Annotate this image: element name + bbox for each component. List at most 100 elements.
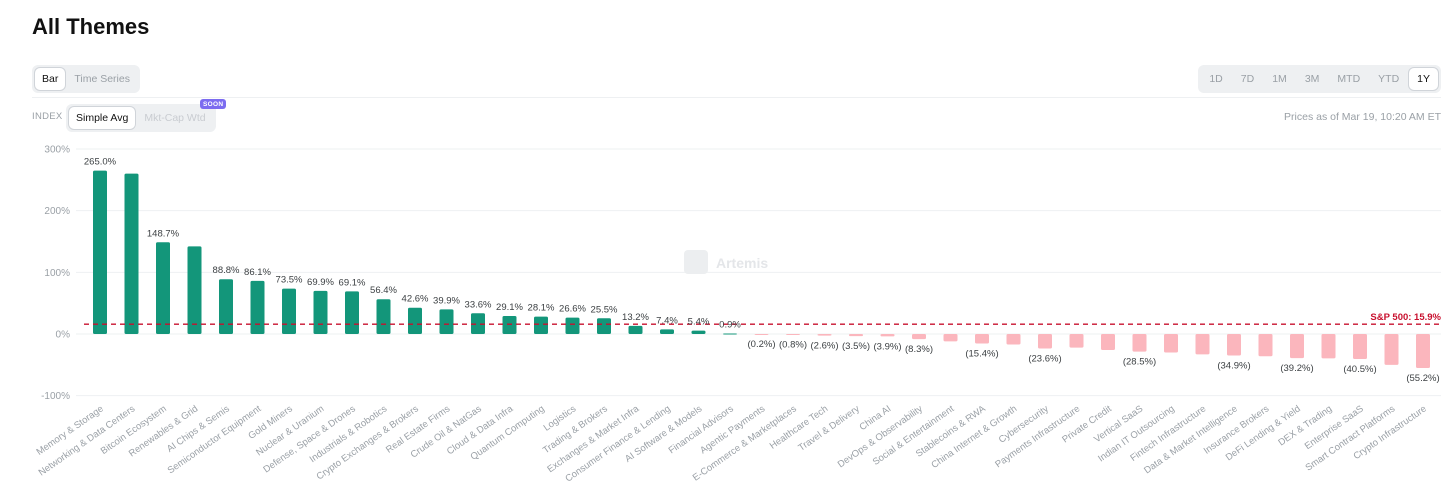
data-label: (0.2%): [748, 339, 776, 350]
bar: [565, 317, 580, 334]
watermark: Artemis: [684, 250, 768, 274]
bar: [912, 334, 926, 340]
data-label: 86.1%: [244, 267, 271, 278]
reference-line-label: S&P 500: 15.9%: [1370, 312, 1441, 323]
index-label: INDEX: [32, 111, 63, 122]
y-tick-label: -100%: [41, 391, 70, 402]
bar: [345, 291, 359, 334]
bar: [1195, 334, 1210, 355]
data-label: (39.2%): [1280, 363, 1313, 374]
header-divider: [32, 97, 1441, 98]
index-toggle: Simple Avg Mkt-Cap Wtd: [66, 104, 216, 132]
data-label: (3.5%): [842, 341, 870, 352]
data-label: 265.0%: [84, 157, 117, 168]
range-3m-tab[interactable]: 3M: [1304, 73, 1320, 85]
data-label: 56.4%: [370, 285, 397, 296]
data-label: 25.5%: [591, 304, 618, 315]
bar: [1290, 334, 1304, 359]
prices-as-of: Prices as of Mar 19, 10:20 AM ET: [1284, 111, 1441, 123]
index-simple-avg-tab[interactable]: Simple Avg: [69, 107, 136, 129]
bar: [660, 329, 674, 334]
bar: [1227, 334, 1241, 356]
bar: [1069, 334, 1084, 348]
bar: [943, 334, 958, 342]
bar: [1101, 334, 1115, 351]
bar: [219, 279, 233, 334]
data-label: 69.1%: [339, 277, 366, 288]
y-tick-label: 300%: [44, 145, 70, 156]
data-label: (2.6%): [811, 341, 839, 352]
data-label: 33.6%: [465, 299, 492, 310]
range-1m-tab[interactable]: 1M: [1272, 73, 1287, 85]
range-toggle: 1D 7D 1M 3M MTD YTD 1Y: [1198, 65, 1441, 93]
bar: [597, 318, 611, 334]
data-label: 7.4%: [656, 315, 678, 326]
view-bar-tab[interactable]: Bar: [35, 68, 66, 90]
bar: [786, 334, 800, 335]
bar: [1384, 334, 1399, 365]
bar: [1132, 334, 1147, 352]
bar: [187, 246, 202, 334]
bar: [282, 288, 296, 334]
bar: [471, 313, 485, 334]
data-label: 88.8%: [213, 265, 240, 276]
bar: [408, 307, 422, 334]
sp500-reference-line: S&P 500: 15.9%: [84, 312, 1442, 325]
data-label: 26.6%: [559, 304, 586, 315]
data-label: (34.9%): [1217, 361, 1250, 372]
bar: [1416, 334, 1430, 369]
range-7d-tab[interactable]: 7D: [1240, 73, 1255, 85]
range-1d-tab[interactable]: 1D: [1209, 73, 1223, 85]
y-tick-label: 200%: [44, 206, 70, 217]
bar: [975, 334, 989, 344]
data-label: (23.6%): [1028, 354, 1061, 365]
data-label: (8.3%): [905, 344, 933, 355]
data-label: 148.7%: [147, 228, 180, 239]
bar: [1321, 334, 1336, 359]
bar: [754, 334, 769, 335]
bar: [1164, 334, 1178, 353]
bar: [502, 316, 517, 334]
data-label: (40.5%): [1343, 364, 1376, 375]
bar: [628, 325, 643, 334]
data-label: (0.8%): [779, 339, 807, 350]
range-mtd-tab[interactable]: MTD: [1337, 73, 1361, 85]
data-label: 5.4%: [688, 317, 710, 328]
data-label: 42.6%: [402, 294, 429, 305]
data-label: 39.9%: [433, 295, 460, 306]
data-label: 73.5%: [276, 275, 303, 286]
data-label: (28.5%): [1123, 357, 1156, 368]
range-1y-tab[interactable]: 1Y: [1409, 68, 1438, 90]
bar: [124, 173, 139, 334]
bar: [723, 333, 737, 335]
data-label: (3.9%): [874, 341, 902, 352]
data-label: 69.9%: [307, 277, 334, 288]
bar: [93, 170, 107, 334]
bar: [817, 334, 832, 336]
y-tick-label: 100%: [44, 268, 70, 279]
bar: [1006, 334, 1021, 345]
bar: [534, 316, 548, 334]
y-tick-label: 0%: [56, 330, 71, 341]
soon-badge: SOON: [200, 99, 227, 109]
bar: [1353, 334, 1367, 359]
bar: [439, 309, 454, 334]
data-label: 29.1%: [496, 302, 523, 313]
chart-gridlines: [76, 148, 1441, 397]
index-mkt-cap-wtd-tab: Mkt-Cap Wtd: [144, 112, 206, 124]
range-ytd-tab[interactable]: YTD: [1378, 73, 1400, 85]
data-label: 0.9%: [719, 319, 741, 330]
view-toggle: Bar Time Series: [32, 65, 140, 93]
bar: [1258, 334, 1273, 357]
bar: [313, 290, 328, 334]
data-label: 13.2%: [622, 312, 649, 323]
y-axis: -100% 0% 100% 200% 300%: [41, 145, 70, 403]
watermark-logo-icon: [684, 250, 708, 274]
bar: [1038, 334, 1052, 349]
bar: [691, 330, 706, 334]
view-time-series-tab[interactable]: Time Series: [74, 73, 130, 85]
data-label: 28.1%: [528, 303, 555, 314]
bar: [250, 280, 265, 334]
